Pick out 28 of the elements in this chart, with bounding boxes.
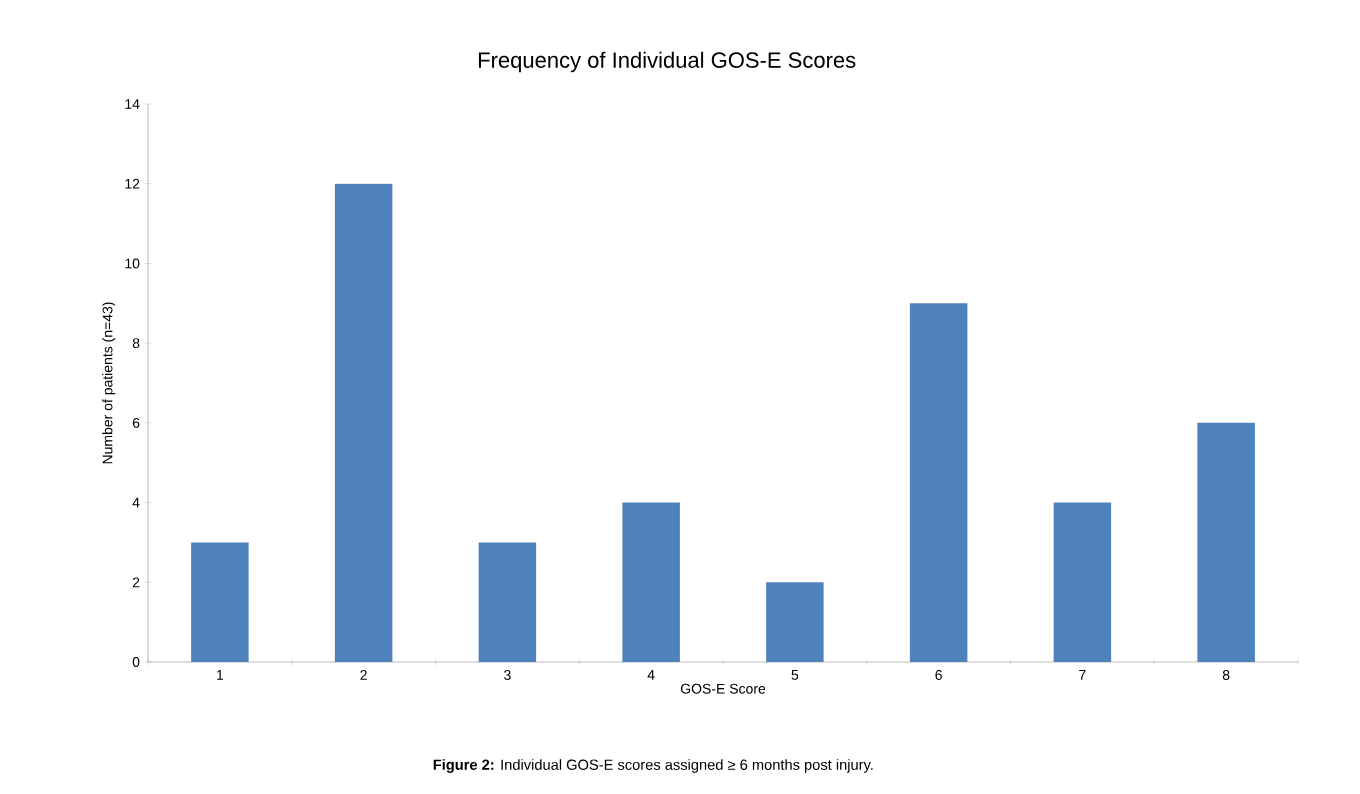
bar	[334, 183, 393, 662]
x-tick-label: 2	[360, 670, 367, 680]
x-tick-label: 5	[791, 670, 799, 680]
y-tick-label: 6	[132, 417, 140, 428]
x-axis-title: GOS-E Score	[680, 683, 766, 694]
x-tick-label: 3	[504, 670, 511, 680]
x-tick-label: 8	[1222, 670, 1230, 680]
bar	[191, 542, 249, 662]
y-tick-label: 0	[132, 657, 140, 667]
x-tick-label: 6	[935, 670, 942, 680]
bar	[1197, 422, 1255, 662]
y-tick-label: 10	[125, 258, 140, 269]
bar	[478, 542, 537, 662]
text: Figure 2: Individual GOS-E scores assigned ≥ 6 months post injury.	[433, 759, 873, 773]
y-tick-label: 12	[125, 178, 140, 189]
x-tick-label: 1	[217, 670, 224, 680]
y-axis-title: Number of patients (n=43)	[102, 302, 116, 464]
bar	[909, 303, 968, 662]
y-tick-label: 4	[132, 497, 140, 508]
y-tick-label: 8	[132, 338, 140, 349]
chart-title: Frequency of Individual GOS-E Scores	[478, 51, 856, 73]
bar	[622, 502, 680, 662]
bar	[766, 582, 824, 662]
y-tick-label: 2	[132, 577, 140, 588]
y-tick-label: 14	[125, 99, 140, 109]
bar	[1053, 502, 1112, 662]
x-tick-label: 7	[1079, 670, 1086, 680]
x-tick-label: 4	[647, 670, 655, 680]
